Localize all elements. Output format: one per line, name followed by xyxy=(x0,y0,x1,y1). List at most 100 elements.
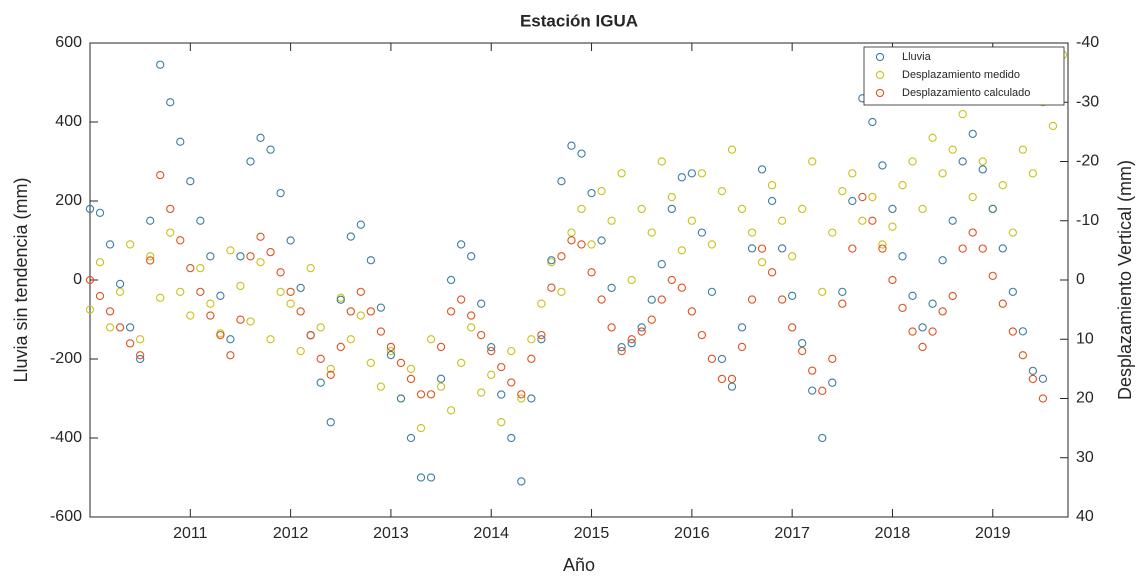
data-point xyxy=(115,287,125,296)
data-point xyxy=(537,335,546,344)
data-point xyxy=(1018,145,1028,154)
data-point xyxy=(577,204,586,214)
data-point xyxy=(166,228,175,237)
data-point xyxy=(868,117,877,127)
data-point xyxy=(938,256,947,265)
data-point xyxy=(808,366,817,375)
data-point xyxy=(998,299,1007,308)
data-point xyxy=(888,275,897,285)
y-tick-label: 400 xyxy=(55,113,82,130)
data-point xyxy=(637,323,646,332)
data-point xyxy=(848,244,857,253)
data-point xyxy=(567,141,576,150)
data-point xyxy=(617,342,626,352)
data-point xyxy=(727,374,737,384)
data-point xyxy=(838,299,847,308)
legend-box xyxy=(863,46,1065,106)
data-point xyxy=(527,394,536,403)
data-point xyxy=(607,216,616,225)
data-point xyxy=(577,149,586,158)
y2-tick-label: 30 xyxy=(1076,449,1094,466)
data-point xyxy=(456,295,466,304)
data-point xyxy=(266,335,275,344)
data-point xyxy=(958,157,967,166)
data-point xyxy=(286,287,295,296)
data-point xyxy=(356,220,365,229)
data-point xyxy=(1028,374,1038,384)
x-tick-label: 2013 xyxy=(373,525,409,542)
data-point xyxy=(928,327,937,336)
data-point xyxy=(848,169,857,178)
data-point xyxy=(517,477,526,486)
data-point xyxy=(346,307,355,316)
series-points xyxy=(85,50,1068,433)
data-point xyxy=(647,295,656,304)
data-point xyxy=(908,291,917,300)
data-point xyxy=(206,311,215,320)
legend-marker xyxy=(875,70,885,80)
data-point xyxy=(948,291,957,301)
data-point xyxy=(727,145,737,154)
data-point xyxy=(497,390,506,399)
data-point xyxy=(396,358,406,368)
data-point xyxy=(487,342,496,352)
data-point xyxy=(216,291,225,300)
data-point xyxy=(958,244,967,253)
series-points xyxy=(85,170,1048,403)
data-point xyxy=(386,342,396,352)
data-point xyxy=(637,204,646,214)
data-point xyxy=(156,60,165,69)
y2-tick-label: -20 xyxy=(1076,153,1099,170)
x-axis-label: Año xyxy=(563,555,595,575)
data-point xyxy=(1028,366,1038,375)
data-point xyxy=(477,330,486,340)
x-tick-label: 2018 xyxy=(875,525,911,542)
data-point xyxy=(637,327,646,336)
data-point xyxy=(296,346,305,356)
y-axis-label: Lluvia sin tendencia (mm) xyxy=(11,177,31,382)
data-point xyxy=(757,244,767,253)
y2-tick-label: 0 xyxy=(1076,271,1085,288)
data-point xyxy=(426,473,436,482)
data-point xyxy=(386,346,396,356)
x-tick-label: 2014 xyxy=(473,525,509,542)
data-point xyxy=(487,346,496,356)
data-point xyxy=(105,307,115,316)
data-point xyxy=(376,303,386,312)
data-point xyxy=(868,192,877,202)
data-point xyxy=(166,98,175,107)
data-point xyxy=(1008,228,1017,237)
legend-marker xyxy=(875,88,885,98)
data-point xyxy=(196,216,205,225)
plot-area xyxy=(89,42,1069,518)
data-point xyxy=(507,433,516,443)
data-point xyxy=(988,204,997,214)
data-point xyxy=(808,157,817,166)
data-point xyxy=(136,354,145,364)
data-point xyxy=(998,244,1007,253)
data-point xyxy=(978,244,987,253)
data-point xyxy=(326,370,335,379)
data-point xyxy=(858,216,867,225)
data-point xyxy=(256,232,265,241)
data-point xyxy=(336,342,345,352)
data-point xyxy=(898,303,907,312)
data-point xyxy=(146,216,155,225)
data-point xyxy=(266,248,275,257)
data-point xyxy=(95,258,105,267)
data-point xyxy=(587,240,596,249)
data-point xyxy=(105,323,115,332)
data-point xyxy=(416,390,426,399)
data-point xyxy=(426,335,436,344)
data-point xyxy=(687,216,696,225)
data-point xyxy=(517,390,526,399)
data-point xyxy=(286,299,295,308)
data-point xyxy=(657,260,666,269)
data-point xyxy=(838,186,847,196)
data-point xyxy=(958,109,967,119)
data-point xyxy=(697,330,707,340)
data-point xyxy=(808,386,817,395)
data-point xyxy=(948,145,957,154)
data-point xyxy=(547,256,556,265)
